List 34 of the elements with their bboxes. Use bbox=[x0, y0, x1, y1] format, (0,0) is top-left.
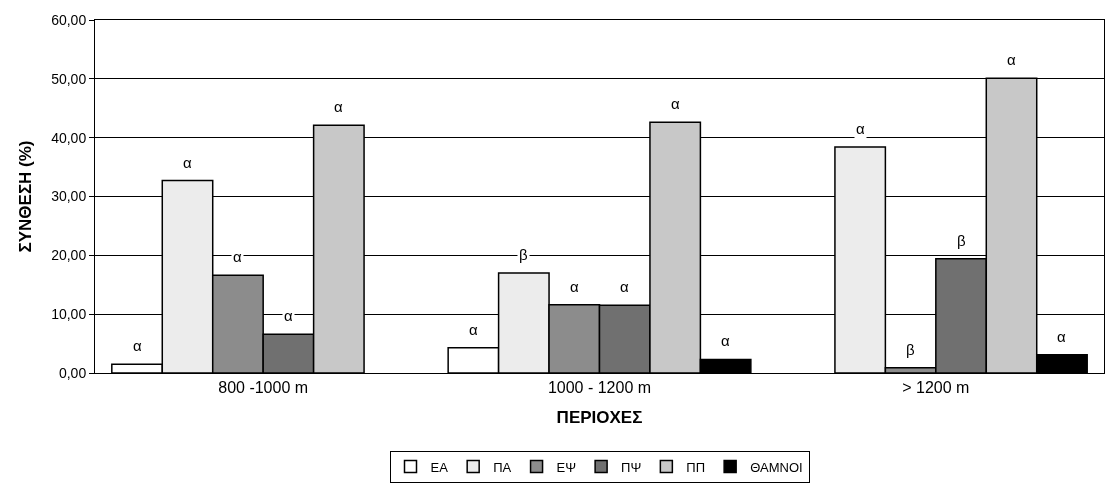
legend-label: ΠΨ bbox=[621, 459, 642, 475]
data-label: α bbox=[183, 154, 192, 171]
data-label: α bbox=[1057, 328, 1066, 345]
data-label: β bbox=[906, 341, 915, 358]
legend-label: ΠΑ bbox=[493, 459, 512, 475]
data-label: α bbox=[671, 95, 680, 112]
y-tick-label: 20,00 bbox=[51, 247, 87, 264]
data-label: α bbox=[233, 248, 242, 265]
legend-label: ΘΑΜΝΟΙ bbox=[750, 459, 803, 475]
data-label: α bbox=[570, 278, 579, 295]
x-tick-label: 800 -1000 m bbox=[218, 379, 309, 397]
data-label: β bbox=[519, 246, 528, 263]
y-tick-label: 50,00 bbox=[51, 70, 87, 87]
data-label: α bbox=[133, 337, 142, 354]
y-tick-label: 0,00 bbox=[58, 364, 87, 381]
data-label: α bbox=[284, 307, 293, 324]
legend-label: ΕΑ bbox=[430, 459, 449, 475]
legend-label: ΕΨ bbox=[556, 459, 577, 475]
y-tick-label: 30,00 bbox=[51, 188, 87, 205]
x-tick-label: 1000 - 1200 m bbox=[547, 379, 652, 397]
y-tick-label: 60,00 bbox=[51, 11, 87, 28]
data-label: α bbox=[334, 98, 343, 115]
data-label: α bbox=[1007, 51, 1016, 68]
x-axis-title: ΠΕΡΙΟΧΕΣ bbox=[556, 407, 643, 427]
x-tick-label: > 1200 m bbox=[902, 379, 970, 397]
data-label: α bbox=[620, 278, 629, 295]
legend-label: ΠΠ bbox=[686, 459, 706, 475]
y-axis-title: ΣΥΝΘΕΣΗ (%) bbox=[15, 140, 35, 253]
y-tick-label: 10,00 bbox=[51, 306, 87, 323]
y-tick-label: 40,00 bbox=[51, 129, 87, 146]
data-label: α bbox=[721, 332, 730, 349]
data-label: α bbox=[856, 120, 865, 137]
data-label: β bbox=[957, 232, 966, 249]
data-label: α bbox=[469, 321, 478, 338]
